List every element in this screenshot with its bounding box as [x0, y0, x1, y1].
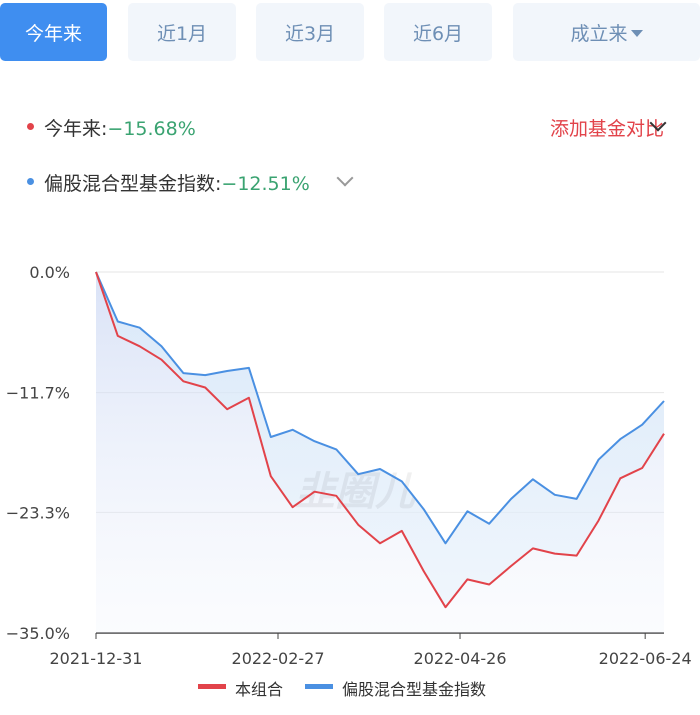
x-tick-label: 2022-06-24: [599, 649, 692, 668]
y-tick-label: −35.0%: [6, 624, 70, 643]
tab-3m[interactable]: 近3月: [256, 3, 364, 61]
legend-swatch-portfolio: [198, 684, 226, 689]
tab-since-inception-label: 成立来: [570, 22, 628, 45]
tab-3m-label: 近3月: [284, 22, 336, 45]
index-return-value: −12.51%: [221, 173, 310, 195]
chart-legend: 本组合 偏股混合型基金指数: [0, 673, 700, 699]
x-tick-label: 2021-12-31: [50, 649, 143, 668]
tab-6m[interactable]: 近6月: [384, 3, 492, 61]
tab-ytd[interactable]: 今年来: [0, 3, 107, 61]
index-summary: 偏股混合型基金指数:−12.51%: [0, 161, 700, 201]
add-compare-label: 添加基金对比: [549, 118, 664, 140]
chart-lines: [95, 271, 665, 609]
y-tick-label: 0.0%: [29, 263, 70, 282]
portfolio-return-value: −15.68%: [107, 118, 196, 140]
portfolio-dot-icon: [27, 123, 34, 130]
tab-since-inception[interactable]: 成立来: [513, 3, 700, 61]
difference-band: [96, 272, 664, 608]
x-tick-label: 2022-04-26: [414, 649, 507, 668]
chart-areas: [96, 272, 664, 633]
series-line-index: [95, 271, 665, 545]
index-label: 偏股混合型基金指数:: [44, 173, 222, 195]
tab-ytd-label: 今年来: [24, 22, 82, 45]
y-tick-label: −23.3%: [6, 503, 70, 522]
legend-label-index: 偏股混合型基金指数: [342, 680, 487, 699]
portfolio-label: 今年来:: [44, 118, 108, 140]
tab-6m-label: 近6月: [412, 22, 464, 45]
index-dot-icon: [27, 178, 34, 185]
legend-swatch-index: [305, 684, 333, 689]
add-compare-button[interactable]: 添加基金对比: [550, 114, 664, 141]
x-axis: 2021-12-31 2022-02-27 2022-04-26 2022-06-24: [50, 633, 692, 668]
period-tabs: 今年来 近1月 近3月 近6月 成立来: [0, 0, 700, 64]
tab-1m[interactable]: 近1月: [128, 3, 236, 61]
x-tick-label: 2022-02-27: [232, 649, 325, 668]
series-line-portfolio: [95, 271, 665, 609]
portfolio-summary-text: 今年来:−15.68%: [44, 114, 196, 141]
dropdown-caret-icon: [630, 29, 643, 37]
y-tick-label: −11.7%: [6, 384, 70, 403]
portfolio-summary: 今年来:−15.68% 添加基金对比: [0, 106, 700, 146]
index-summary-text: 偏股混合型基金指数:−12.51%: [44, 169, 310, 196]
legend-label-portfolio: 本组合: [235, 680, 284, 699]
tab-1m-label: 近1月: [156, 22, 208, 45]
portfolio-area: [96, 272, 664, 633]
y-axis: 0.0% −11.7% −23.3% −35.0%: [6, 263, 70, 643]
